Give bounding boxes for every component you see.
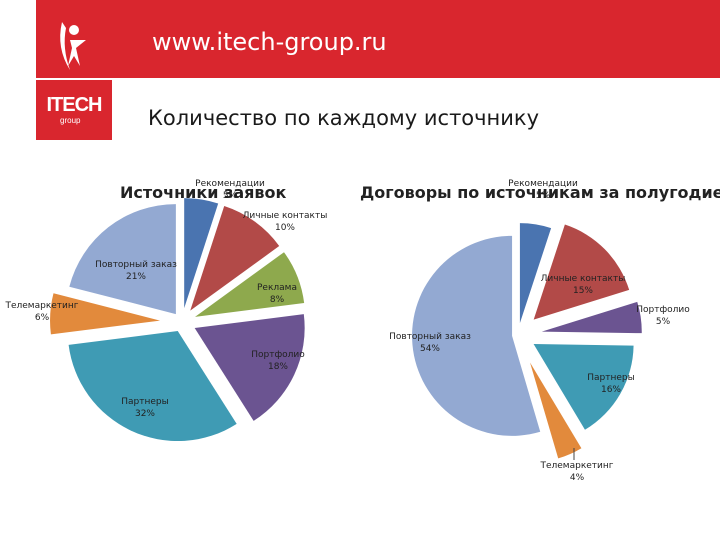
chart-1-slice-4-value: 32% (135, 409, 155, 419)
chart-1-slice-6-label: Повторный заказ (95, 260, 177, 270)
chart-2-slice-1-label: Личные контакты (541, 274, 626, 284)
chart-2-slice-0-label: Рекомендации (508, 179, 578, 189)
chart-1-slice-5-value: 6% (35, 313, 50, 323)
chart-1-slice-3 (194, 314, 305, 421)
chart-1-slice-2 (195, 252, 305, 317)
chart-2-slice-3-label: Партнеры (587, 373, 634, 383)
chart-1-slice-3-value: 18% (268, 362, 288, 372)
chart-1-slice-6-value: 21% (126, 272, 146, 282)
chart-2-slice-5 (412, 235, 541, 436)
chart-2-slice-3-value: 16% (601, 385, 621, 395)
chart-1-title: Источники заявок (120, 183, 287, 202)
chart-2-slice-0-value: 5% (536, 191, 551, 201)
header-bar (112, 0, 720, 78)
chart-2-slice-0 (519, 223, 552, 324)
chart-2-slice-4 (530, 362, 582, 459)
logo-subtext: group (60, 116, 81, 125)
page-title: Количество по каждому источнику (148, 106, 540, 130)
chart-2-slice-4-value: 4% (570, 473, 585, 483)
chart-1-slice-2-value: 8% (270, 295, 285, 305)
chart-1-slice-6 (69, 204, 176, 315)
chart-1-slice-0 (184, 198, 219, 309)
chart-2-slice-2-label: Портфолио (636, 305, 690, 315)
logo-text: ITECH (46, 94, 103, 116)
chart-2-slice-1-value: 15% (573, 286, 593, 296)
chart-1-slice-4 (68, 331, 237, 442)
chart-2-slice-2-value: 5% (656, 317, 671, 327)
chart-1-slice-4-label: Партнеры (121, 397, 168, 407)
chart-2-title: Договоры по источникам за полугодие (360, 183, 720, 202)
chart-1-slice-3-label: Портфолио (251, 350, 305, 360)
chart-2-slice-5-label: Повторный заказ (389, 332, 471, 342)
logo-figure-icon (60, 22, 86, 70)
chart-1-slice-1-label: Личные контакты (243, 211, 328, 221)
chart-1-slice-1-value: 10% (275, 223, 295, 233)
chart-2-slice-1 (533, 224, 630, 320)
chart-1-slice-5-label: Телемаркетинг (4, 301, 78, 311)
chart-1-slice-1 (190, 206, 280, 311)
site-url[interactable]: www.itech-group.ru (152, 28, 387, 56)
chart-1-slice-2-label: Реклама (257, 283, 297, 293)
chart-2-slice-2 (541, 301, 642, 334)
logo-divider (36, 78, 112, 80)
logo-block (36, 0, 112, 140)
chart-1-slice-0-value: 5% (223, 191, 238, 201)
chart-2-slice-3 (533, 344, 634, 430)
chart-1-slice-5 (50, 293, 161, 335)
chart-1-slice-0-label: Рекомендации (195, 179, 265, 189)
chart-2-slice-4-label: Телемаркетинг (539, 461, 613, 471)
chart-2-slice-5-value: 54% (420, 344, 440, 354)
